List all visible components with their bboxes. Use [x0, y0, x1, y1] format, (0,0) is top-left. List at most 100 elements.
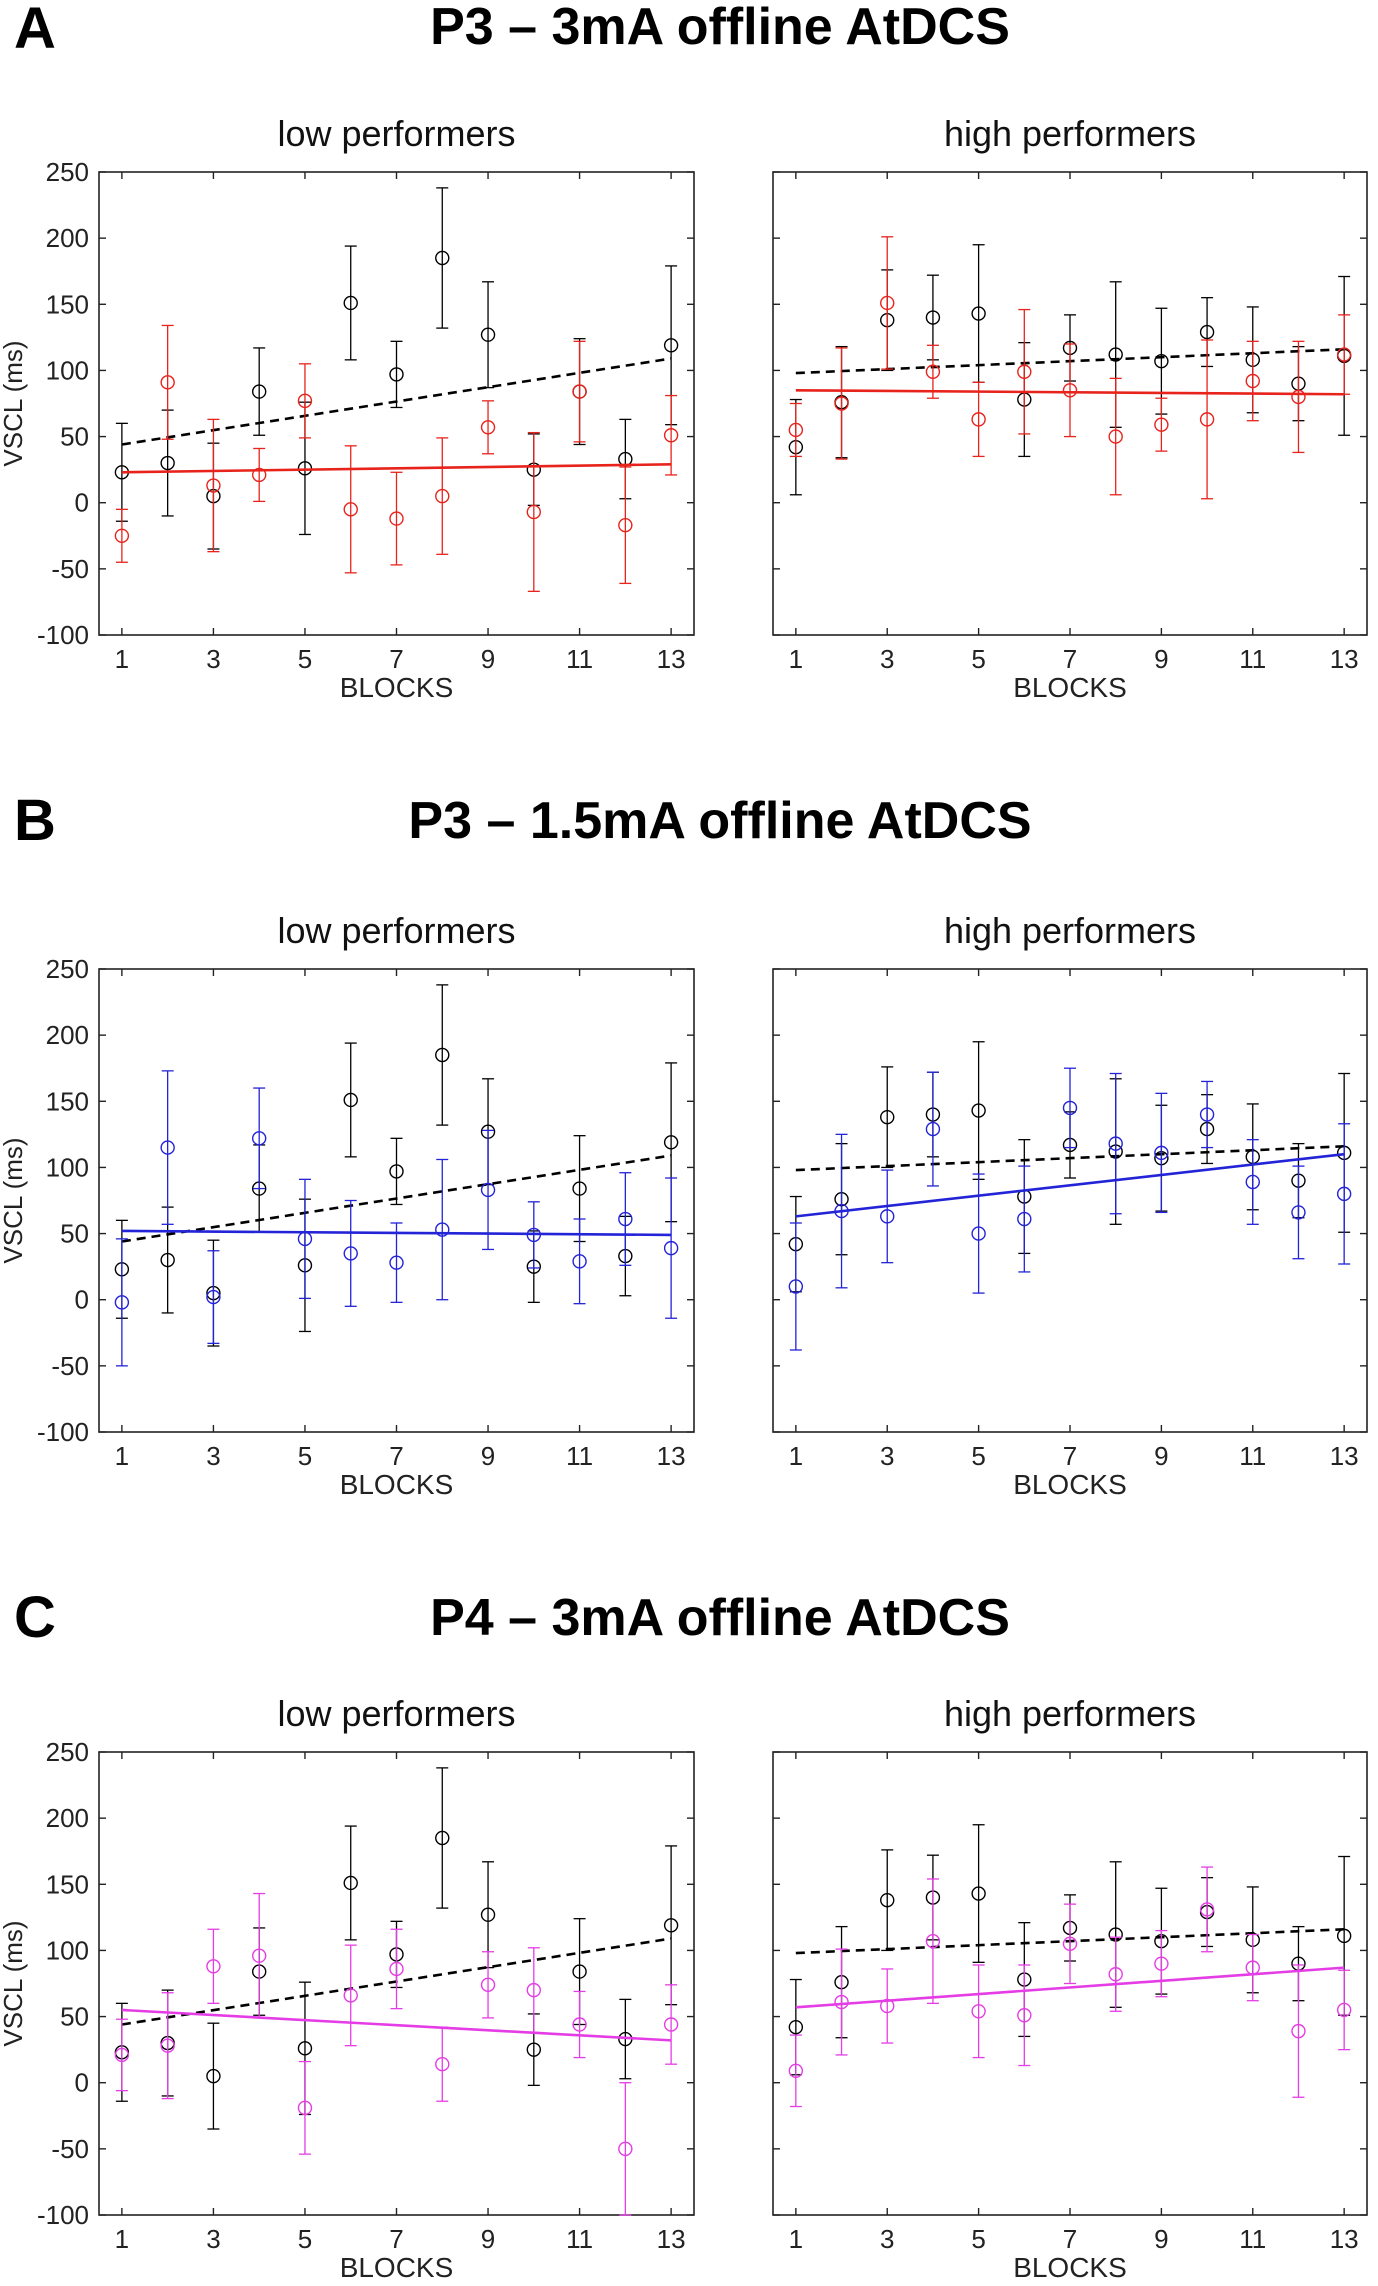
data-point — [480, 1977, 496, 1993]
subplot-title: low performers — [277, 113, 515, 154]
panel-a-title: P3 – 3mA offline AtDCS — [430, 0, 1010, 56]
data-point — [1245, 373, 1260, 389]
data-point — [297, 393, 313, 409]
data-point — [925, 1933, 941, 1949]
x-tick-label: 9 — [1154, 2224, 1168, 2254]
y-tick-label: 50 — [60, 2002, 89, 2032]
data-point — [663, 1240, 679, 1256]
data-point — [880, 1892, 895, 1908]
x-tick-label: 3 — [880, 2224, 894, 2254]
y-tick-label: -50 — [51, 554, 89, 584]
data-point — [663, 1135, 679, 1150]
data-point — [1062, 383, 1078, 398]
x-tick-label: 1 — [115, 644, 129, 674]
y-tick-label: -50 — [51, 1351, 89, 1381]
fit-line — [121, 463, 672, 474]
data-point — [435, 488, 450, 504]
x-tick-label: 13 — [657, 644, 686, 674]
y-tick-label: 0 — [75, 1285, 89, 1315]
fit-line — [795, 1966, 1345, 2009]
fit-line — [121, 2008, 672, 2042]
data-point — [435, 1830, 450, 1846]
x-tick-label: 5 — [971, 644, 985, 674]
data-point — [480, 327, 496, 342]
data-point — [880, 1109, 895, 1125]
y-tick-label: -100 — [37, 1417, 89, 1447]
data-point — [971, 1226, 986, 1241]
data-point — [663, 428, 679, 443]
y-tick-label: 0 — [75, 2068, 89, 2098]
data-point — [788, 1279, 804, 1294]
y-tick-label: -100 — [37, 2200, 89, 2230]
x-tick-label: 1 — [789, 2224, 803, 2254]
data-point — [880, 295, 895, 311]
data-point — [160, 375, 175, 390]
data-point — [1017, 364, 1032, 379]
data-point — [114, 528, 130, 543]
data-point — [251, 1131, 267, 1146]
series-stimulation — [114, 1892, 679, 2216]
data-point — [206, 1959, 221, 1974]
x-tick-label: 5 — [298, 1441, 312, 1471]
data-point — [343, 1092, 358, 1108]
data-point — [1199, 324, 1215, 340]
data-point — [1291, 2023, 1306, 2039]
data-point — [1336, 1186, 1352, 1202]
panel-b: B P3 – 1.5mA offline AtDCS — [14, 788, 1032, 853]
x-tick-label: 7 — [1063, 644, 1077, 674]
data-point — [526, 2042, 542, 2057]
x-tick-label: 1 — [789, 1441, 803, 1471]
data-point — [788, 422, 804, 438]
data-point — [1199, 412, 1215, 427]
y-tick-label: 200 — [46, 223, 89, 253]
x-tick-label: 3 — [206, 644, 220, 674]
y-tick-label: 100 — [46, 1935, 89, 1965]
panel-c-title: P4 – 3mA offline AtDCS — [430, 1589, 1010, 1647]
data-point — [297, 2041, 313, 2056]
subplot-title: high performers — [944, 1693, 1196, 1734]
y-tick-label: 0 — [75, 488, 89, 518]
data-point — [160, 1140, 175, 1155]
x-axis-label: BLOCKS — [1013, 1469, 1127, 1500]
y-tick-label: 150 — [46, 289, 89, 319]
data-point — [834, 396, 849, 411]
data-point — [160, 1252, 175, 1268]
data-point — [971, 306, 986, 321]
panel-letter-c: C — [14, 1585, 56, 1650]
data-point — [1154, 417, 1169, 432]
x-tick-label: 5 — [971, 2224, 985, 2254]
data-point — [1017, 2008, 1032, 2023]
data-point — [1154, 1956, 1169, 1971]
panel-a: A P3 – 3mA offline AtDCS — [14, 0, 1010, 61]
data-point — [206, 2068, 221, 2084]
x-tick-label: 11 — [566, 644, 593, 674]
data-point — [572, 1964, 587, 1979]
y-tick-label: 250 — [46, 954, 89, 984]
series-stimulation — [788, 236, 1352, 500]
data-point — [1336, 2002, 1352, 2018]
data-point — [1245, 1174, 1260, 1190]
y-tick-label: 150 — [46, 1086, 89, 1116]
y-tick-label: 150 — [46, 1869, 89, 1899]
data-point — [1017, 1211, 1032, 1227]
y-tick-label: 250 — [46, 157, 89, 187]
subplot-title: low performers — [277, 1693, 515, 1734]
panel-b-title: P3 – 1.5mA offline AtDCS — [408, 792, 1031, 850]
data-point — [435, 1222, 450, 1237]
y-tick-label: 50 — [60, 422, 89, 452]
x-tick-label: 1 — [115, 1441, 129, 1471]
data-point — [971, 2004, 986, 2019]
data-point — [618, 2141, 633, 2157]
x-tick-label: 3 — [880, 1441, 894, 1471]
data-point — [480, 1182, 496, 1198]
data-point — [480, 420, 496, 435]
data-point — [480, 1907, 496, 1922]
data-point — [343, 295, 358, 311]
x-tick-label: 3 — [206, 1441, 220, 1471]
data-point — [971, 1886, 986, 1901]
data-point — [572, 1254, 587, 1269]
